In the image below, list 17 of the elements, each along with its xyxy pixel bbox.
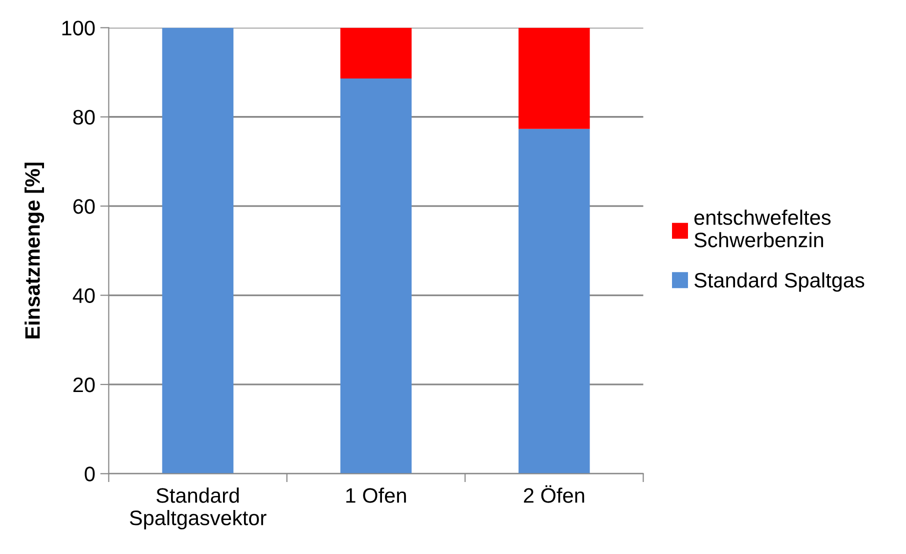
bar <box>518 128 590 474</box>
y-tick-label: 20 <box>73 377 95 392</box>
bar <box>340 78 412 474</box>
bar <box>340 28 412 79</box>
legend-label: entschwefeltes Schwerbenzin <box>694 210 831 248</box>
y-tick-label: 40 <box>72 288 95 304</box>
y-axis-title: Einsatzmenge [%] <box>24 162 44 338</box>
y-tick-label: 80 <box>73 110 95 125</box>
x-tick-label: 2 Öfen <box>524 485 584 503</box>
y-tick-label: 0 <box>84 466 95 482</box>
bar <box>518 28 590 129</box>
legend-label: Standard Spaltgas <box>694 272 864 292</box>
bar <box>162 28 234 474</box>
y-tick-label: 100 <box>62 20 95 36</box>
x-tick-label: Standard Spaltgasvektor <box>130 488 266 530</box>
x-tick-label: 1 Ofen <box>346 488 406 503</box>
y-tick-label: 60 <box>73 199 95 214</box>
